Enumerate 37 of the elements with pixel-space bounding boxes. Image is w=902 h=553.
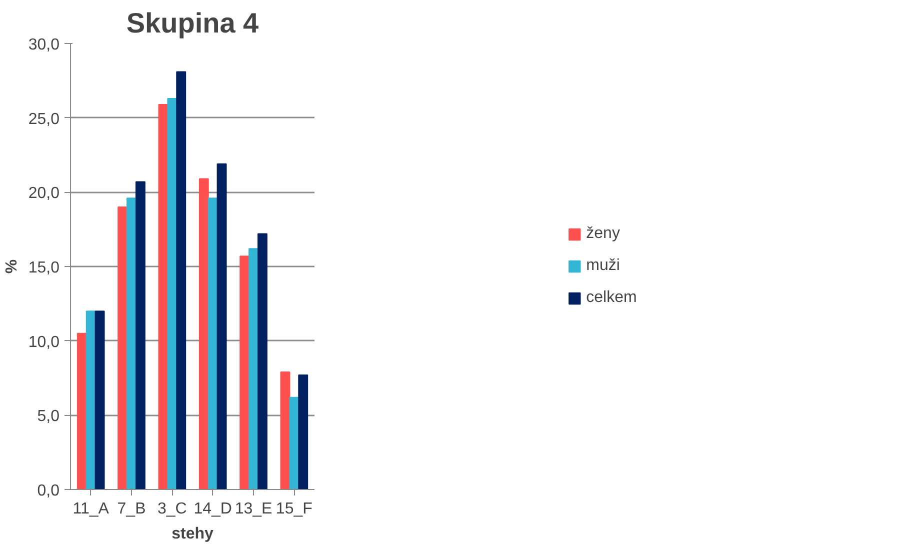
bar [298, 374, 308, 490]
bar [240, 256, 250, 490]
bar [257, 233, 268, 490]
legend-label: muži [586, 257, 620, 275]
x-axis-title: stehy [172, 526, 214, 542]
bar [118, 206, 128, 490]
bar [158, 104, 168, 490]
bar [248, 248, 258, 490]
x-tick-label: 15_F [276, 500, 313, 518]
bar [289, 396, 300, 490]
x-tick-label: 11_A [72, 500, 110, 518]
bar [280, 372, 290, 490]
bar [216, 163, 227, 490]
bar [94, 310, 105, 490]
y-tick-label: 25,0 [28, 110, 60, 128]
bar [76, 332, 87, 490]
y-tick-label: 30,0 [28, 36, 60, 54]
bar [176, 71, 186, 490]
chart-title: Skupina 4 [126, 8, 260, 38]
x-tick-label: 3_C [157, 500, 187, 518]
bar [135, 181, 146, 490]
x-tick-label: 7_B [117, 500, 146, 518]
bar [126, 198, 136, 490]
x-tick-label: 13_E [234, 500, 272, 518]
y-tick-label: 20,0 [28, 185, 60, 202]
legend-label: celkem [586, 289, 637, 307]
y-tick-label: 0,0 [37, 482, 60, 500]
bar [86, 310, 96, 490]
bar [198, 178, 209, 490]
y-tick-label: 5,0 [37, 408, 60, 426]
legend-label: ženy [586, 225, 620, 243]
y-tick-label: 10,0 [28, 334, 60, 351]
y-axis-title: % [3, 259, 20, 274]
bar [167, 98, 178, 490]
y-tick-label: 15,0 [28, 260, 60, 276]
bar [208, 198, 218, 490]
x-tick-label: 14_D [194, 500, 232, 518]
